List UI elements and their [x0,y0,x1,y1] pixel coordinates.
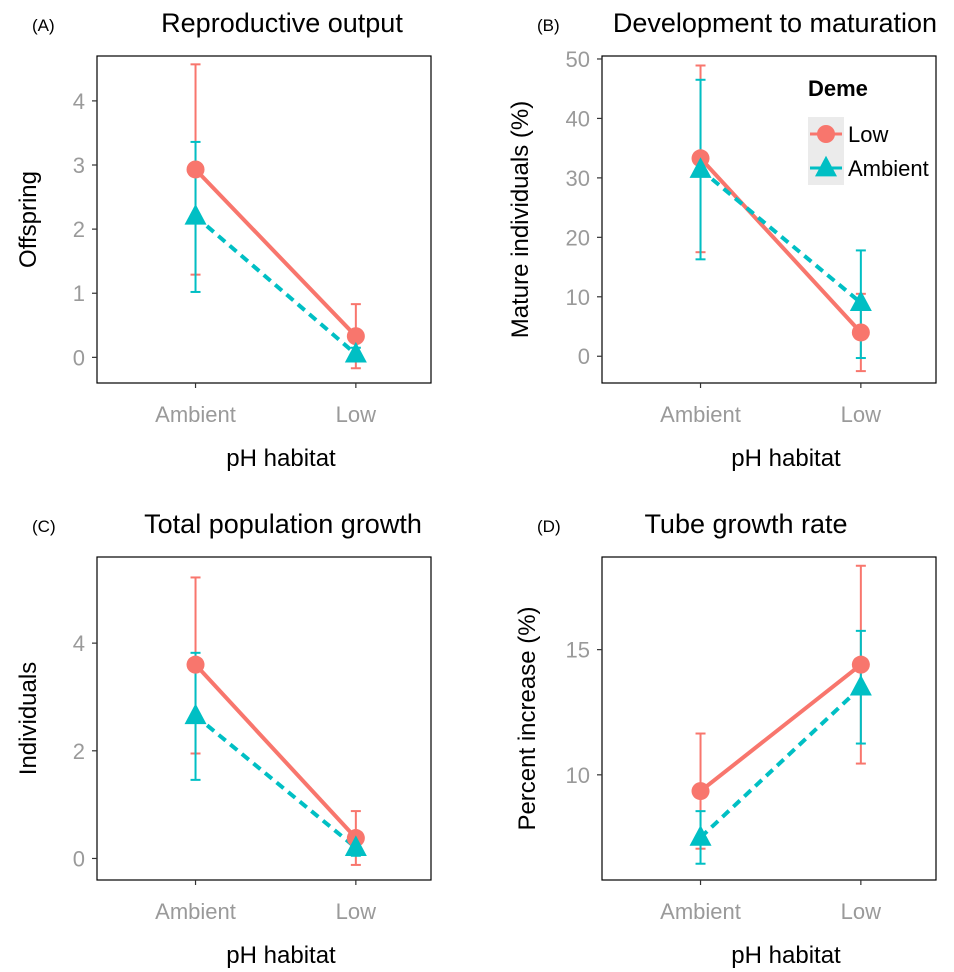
data-point-low [691,782,710,801]
x-axis-title: pH habitat [226,942,336,969]
y-axis-title: Individuals [15,662,42,775]
y-tick-label: 10 [566,285,590,310]
series-line-low [699,663,863,793]
legend-label-low: Low [848,122,888,147]
x-axis-title: pH habitat [226,445,336,472]
chart-title: Development to maturation [613,8,937,38]
plot-frame [96,55,432,384]
x-tick-label: Low [336,402,376,427]
x-tick-label: Ambient [155,402,236,427]
y-axis-title: Mature individuals (%) [507,101,534,338]
series-line-low [699,156,863,334]
data-point-ambient [184,703,207,725]
y-tick-label: 2 [73,739,85,764]
x-tick-label: Low [841,402,881,427]
x-axis-title: pH habitat [731,942,841,969]
y-tick-label: 1 [73,281,85,306]
y-tick-label: 30 [566,166,590,191]
data-point-ambient [849,674,872,696]
chart-title: Reproductive output [161,8,403,38]
data-point-low [186,160,205,179]
panel-label: (C) [32,517,56,536]
y-tick-label: 3 [73,153,85,178]
y-tick-label: 40 [566,106,590,131]
series-line-ambient [699,685,863,839]
chart-panel-3: (C) Total population growth 0 2 4 Ambient Lowp… [15,509,432,969]
x-axis-title: pH habitat [731,445,841,472]
y-axis-title: Percent increase (%) [514,606,541,830]
y-tick-label: 4 [73,89,85,114]
series-line-low [194,168,358,338]
data-point-ambient [344,835,367,857]
y-tick-label: 20 [566,225,590,250]
legend-key-marker-ambient [815,155,837,177]
series-line-ambient [699,168,863,305]
series-line-ambient [194,214,358,356]
plot-frame [601,556,937,881]
x-tick-label: Low [841,899,881,924]
panel-label: (A) [32,16,55,35]
y-tick-label: 2 [73,217,85,242]
x-tick-label: Ambient [660,402,741,427]
plot-frame [96,556,432,881]
y-tick-label: 0 [73,846,85,871]
data-point-low [851,655,870,674]
y-tick-label: 15 [566,638,590,663]
legend-title: Deme [808,76,868,101]
plot-frame [601,55,937,384]
chart-panel-2: (B) Development to maturation 0 10 20 30 40 50 A… [507,8,937,472]
y-tick-label: 4 [73,631,85,656]
series-line-low [194,663,358,840]
series-line-ambient [194,714,358,850]
data-point-ambient [184,204,207,225]
x-tick-label: Low [336,899,376,924]
x-tick-label: Ambient [660,899,741,924]
data-point-low [186,655,205,674]
legend-key-marker-low [817,125,835,143]
data-point-ambient [849,290,872,312]
chart-title: Total population growth [144,509,422,539]
chart-title: Tube growth rate [644,509,847,539]
data-point-ambient [344,341,367,363]
y-axis-title: Offspring [15,171,42,268]
x-tick-label: Ambient [155,899,236,924]
data-point-low [851,323,870,342]
y-tick-label: 0 [578,344,590,369]
legend-label-ambient: Ambient [848,156,929,181]
y-tick-label: 50 [566,47,590,72]
data-point-low [346,327,365,346]
chart-panel-1: (A) Reproductive output 0 1 2 3 4 Ambient LowpH … [15,8,432,472]
panel-label: (D) [537,517,561,536]
y-tick-label: 10 [566,763,590,788]
legend: Deme Low Ambient [808,76,929,185]
data-point-ambient [689,825,712,846]
panel-label: (B) [537,16,560,35]
data-point-ambient [689,157,712,178]
y-tick-label: 0 [73,345,85,370]
